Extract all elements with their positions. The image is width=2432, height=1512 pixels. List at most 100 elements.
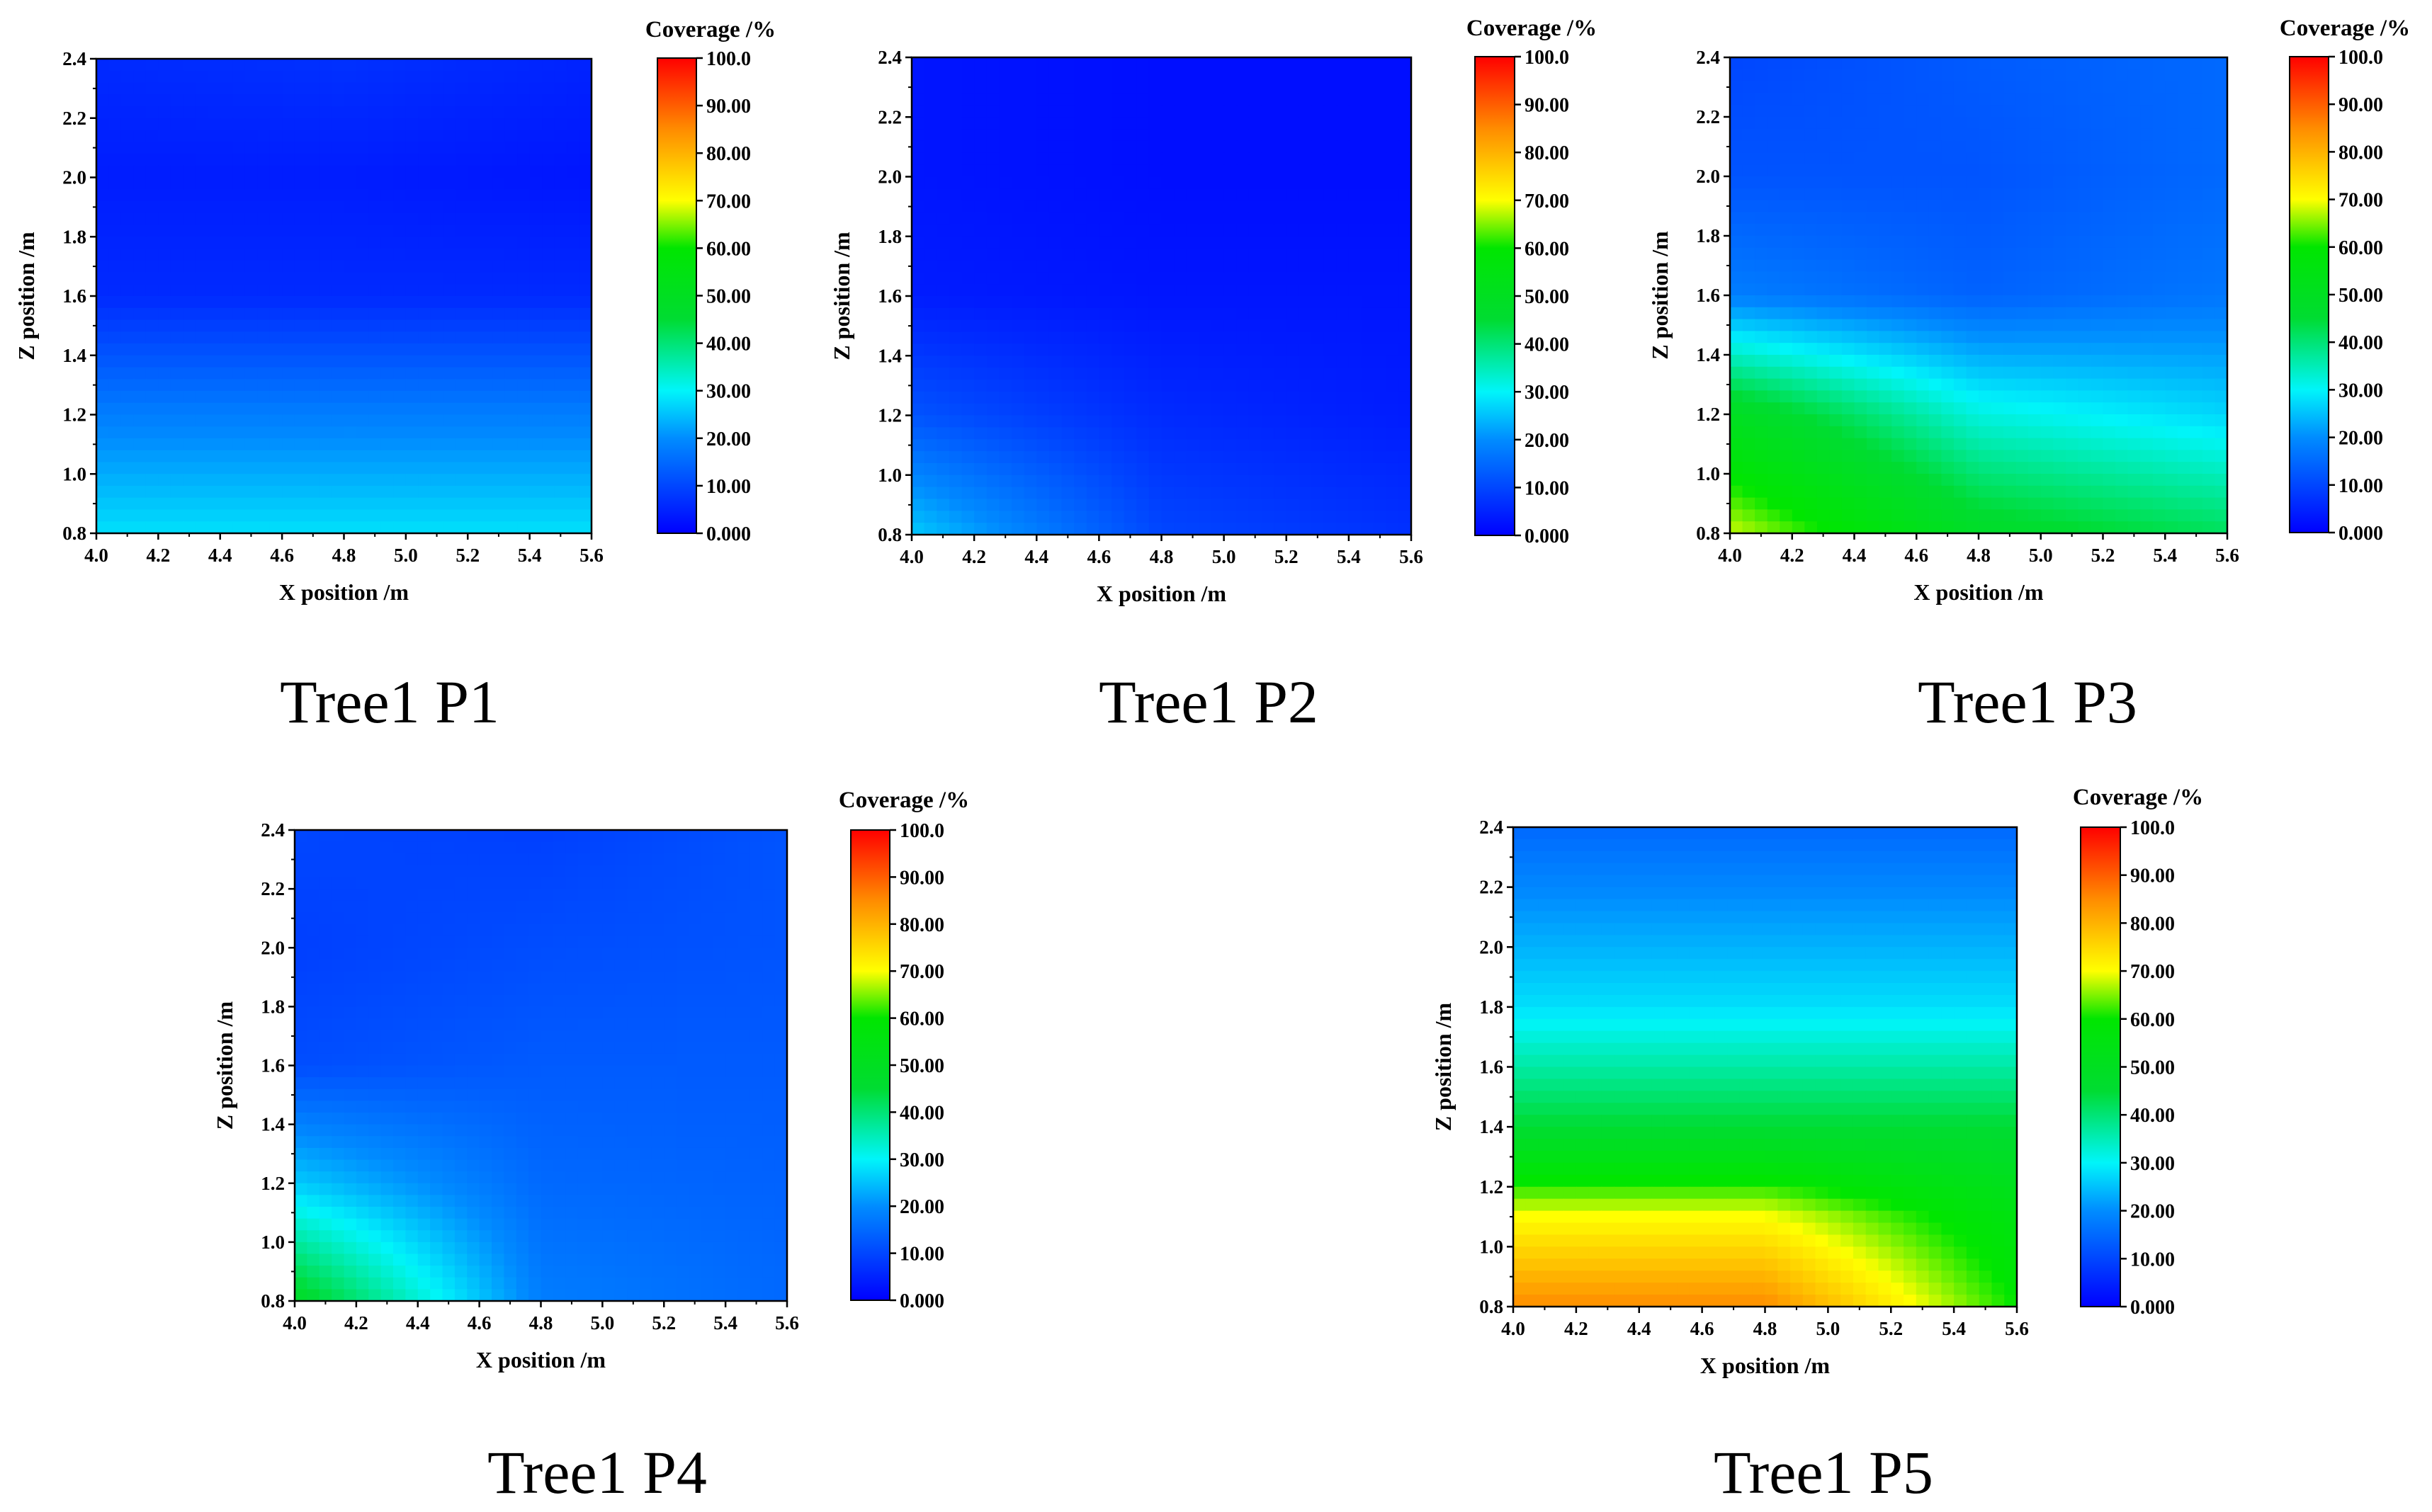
heatmap-cell [492, 130, 506, 143]
heatmap-cell [961, 451, 975, 464]
heatmap-cell [307, 260, 320, 273]
heatmap-cell [937, 427, 950, 440]
heatmap-cell [1136, 105, 1150, 118]
heatmap-cell [2090, 355, 2104, 368]
heatmap-cell [529, 237, 543, 249]
heatmap-cell [1148, 379, 1163, 392]
heatmap-cell [1299, 81, 1312, 94]
heatmap-cell [1336, 307, 1350, 321]
heatmap-cell [2090, 319, 2104, 332]
heatmap-cell [1742, 176, 1755, 189]
heatmap-cell [1236, 511, 1250, 523]
heatmap-cell [1755, 176, 1768, 189]
heatmap-cell [1261, 188, 1274, 201]
heatmap-cell [1211, 403, 1225, 416]
heatmap-cell [294, 521, 307, 534]
heatmap-cell [974, 248, 988, 261]
heatmap-cell [220, 59, 234, 72]
heatmap-cell [1398, 260, 1412, 273]
heatmap-cell [1792, 343, 1806, 356]
heatmap-cell [344, 379, 357, 392]
heatmap-cell [961, 307, 975, 321]
heatmap-cell [1161, 296, 1175, 309]
heatmap-cell [567, 189, 580, 202]
heatmap-cell [1916, 474, 1930, 487]
heatmap-cell [183, 177, 196, 191]
heatmap-cell [443, 189, 456, 202]
heatmap-cell [145, 331, 159, 344]
heatmap-cell [208, 379, 221, 392]
heatmap-cell [380, 106, 395, 119]
heatmap-cell [924, 129, 938, 142]
heatmap-cell [368, 249, 382, 261]
heatmap-cell [1348, 368, 1362, 380]
heatmap-cell [183, 367, 196, 380]
heatmap-cell [1979, 259, 1992, 273]
heatmap-cell [1792, 319, 1806, 332]
heatmap-cell [2028, 224, 2042, 237]
heatmap-cell [2190, 164, 2203, 177]
heatmap-cell [974, 343, 988, 357]
heatmap-cell [480, 249, 494, 261]
heatmap-cell [1136, 296, 1150, 309]
heatmap-cell [1361, 176, 1374, 190]
heatmap-cell [986, 140, 1000, 154]
heatmap-cell [1012, 140, 1025, 154]
heatmap-cell [1211, 331, 1225, 345]
heatmap-cell [1979, 93, 1992, 106]
heatmap-cell [344, 237, 357, 249]
heatmap-cell [356, 106, 370, 119]
heatmap-cell [1374, 81, 1387, 94]
heatmap-cell [2115, 81, 2129, 94]
heatmap-cell [1829, 414, 1843, 427]
heatmap-cell [1223, 307, 1238, 321]
heatmap-cell [195, 82, 209, 96]
heatmap-cell [2190, 307, 2203, 320]
heatmap-cell [480, 307, 494, 321]
heatmap-cell [517, 486, 531, 499]
heatmap-cell [492, 296, 506, 309]
heatmap-cell [1891, 247, 1905, 261]
heatmap-cell [1223, 451, 1238, 464]
heatmap-cell [455, 224, 469, 238]
heatmap-cell [158, 284, 171, 297]
heatmap-cell [949, 307, 963, 321]
heatmap-cell [2003, 93, 2017, 106]
heatmap-cell [2202, 509, 2216, 522]
heatmap-cell [183, 130, 196, 143]
heatmap-cell [1904, 307, 1918, 320]
heatmap-cell [468, 331, 481, 344]
heatmap-cell [1730, 509, 1743, 522]
heatmap-cell [356, 379, 370, 392]
heatmap-cell [443, 284, 456, 297]
heatmap-cell [1174, 296, 1187, 309]
heatmap-cell [2202, 140, 2216, 154]
heatmap-cell [1211, 140, 1225, 154]
heatmap-cell [1174, 487, 1187, 500]
heatmap-cell [1274, 129, 1287, 142]
heatmap-cell [2190, 295, 2203, 308]
heatmap-cell [1904, 128, 1918, 142]
heatmap-cell [319, 367, 332, 380]
heatmap-cell [1274, 188, 1287, 201]
heatmap-cell [96, 106, 110, 119]
heatmap-cell [2140, 390, 2154, 403]
heatmap-cell [1928, 474, 1942, 487]
heatmap-cell [2040, 117, 2054, 130]
heatmap-cell [1112, 523, 1125, 535]
heatmap-cell [405, 118, 419, 131]
heatmap-cell [468, 154, 481, 166]
heatmap-cell [2078, 105, 2091, 118]
heatmap-cell [2202, 378, 2216, 392]
heatmap-cell [542, 272, 555, 285]
heatmap-cell [2078, 474, 2091, 487]
heatmap-cell [1299, 391, 1312, 404]
heatmap-cell [405, 462, 419, 475]
heatmap-cell [1211, 356, 1225, 368]
heatmap-cell [468, 82, 481, 96]
heatmap-cell [1991, 378, 2004, 392]
heatmap-cell [195, 296, 209, 309]
heatmap-cell [1891, 497, 1905, 511]
heatmap-cell [120, 59, 135, 72]
heatmap-cell [2177, 93, 2191, 106]
